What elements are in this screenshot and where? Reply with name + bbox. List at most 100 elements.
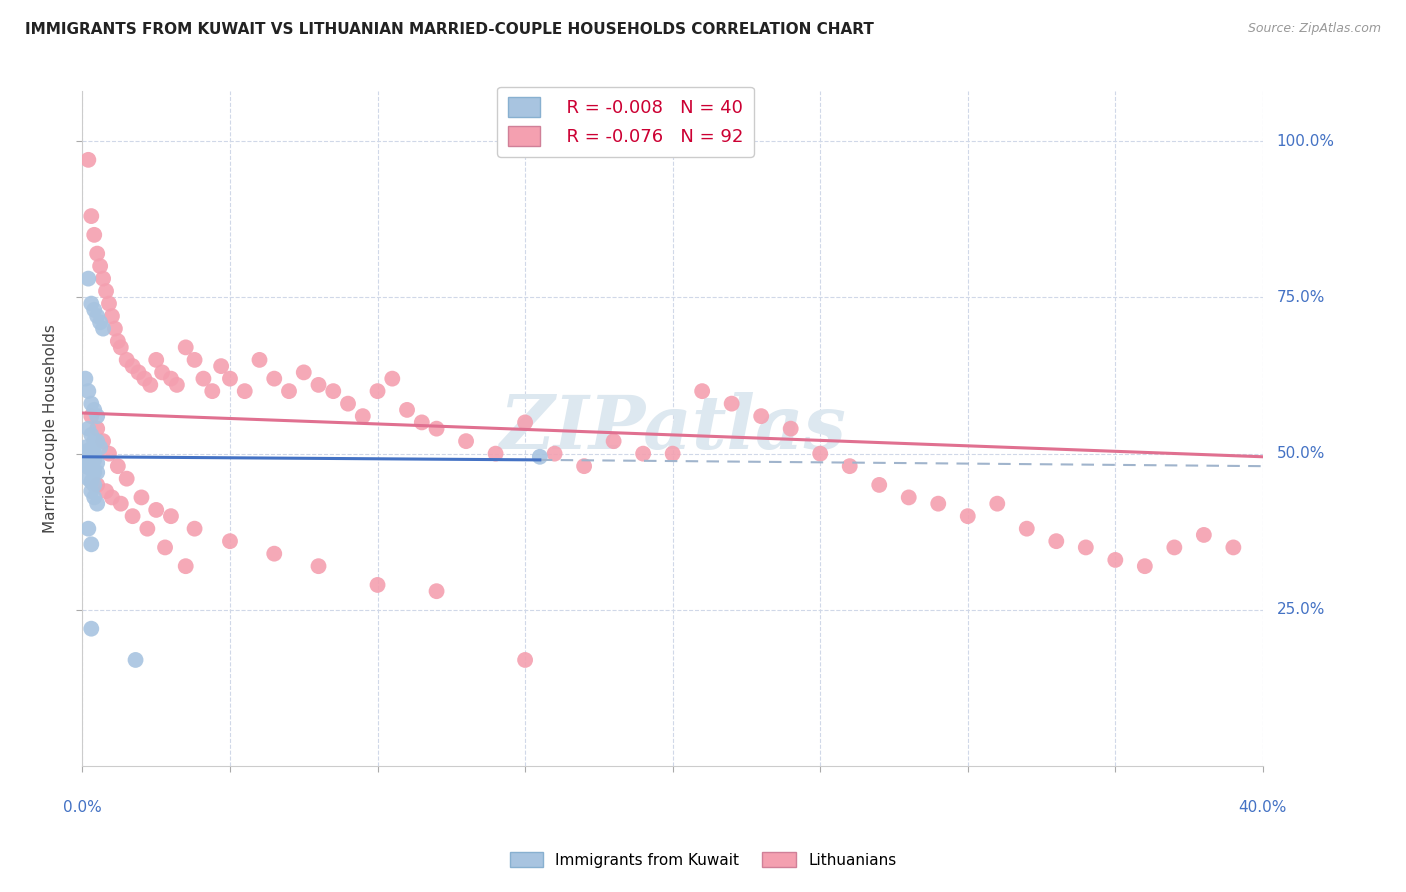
Point xyxy=(174,559,197,574)
Point xyxy=(86,434,108,449)
Point xyxy=(134,371,156,385)
Point xyxy=(94,284,117,298)
Point xyxy=(484,447,506,461)
Point xyxy=(89,259,111,273)
Point xyxy=(174,340,197,354)
Point xyxy=(425,584,447,599)
Point xyxy=(83,453,105,467)
Point xyxy=(101,309,124,323)
Text: Source: ZipAtlas.com: Source: ZipAtlas.com xyxy=(1247,22,1381,36)
Point xyxy=(1133,559,1156,574)
Legend: Immigrants from Kuwait, Lithuanians: Immigrants from Kuwait, Lithuanians xyxy=(503,846,903,873)
Point xyxy=(83,403,105,417)
Text: 100.0%: 100.0% xyxy=(1277,134,1334,149)
Point xyxy=(233,384,256,398)
Point xyxy=(1074,541,1097,555)
Point xyxy=(263,547,285,561)
Point xyxy=(292,365,315,379)
Point xyxy=(808,447,831,461)
Point xyxy=(80,484,103,499)
Point xyxy=(86,497,108,511)
Point xyxy=(98,447,121,461)
Point xyxy=(77,271,100,285)
Point xyxy=(131,491,153,505)
Point xyxy=(572,459,595,474)
Point xyxy=(367,578,389,592)
Point xyxy=(80,397,103,411)
Point xyxy=(1015,522,1038,536)
Point xyxy=(86,246,108,260)
Point xyxy=(690,384,713,398)
Point xyxy=(263,371,285,385)
Point xyxy=(77,384,100,398)
Point xyxy=(89,441,111,455)
Point xyxy=(86,309,108,323)
Point xyxy=(337,397,360,411)
Point xyxy=(77,443,100,458)
Point xyxy=(986,497,1008,511)
Text: ZIPatlas: ZIPatlas xyxy=(499,392,846,465)
Point xyxy=(77,450,100,464)
Point xyxy=(128,365,150,379)
Text: 50.0%: 50.0% xyxy=(1277,446,1324,461)
Point xyxy=(77,422,100,436)
Point xyxy=(1192,528,1215,542)
Text: 25.0%: 25.0% xyxy=(1277,602,1324,617)
Point xyxy=(98,296,121,310)
Text: 75.0%: 75.0% xyxy=(1277,290,1324,305)
Point xyxy=(454,434,477,449)
Point xyxy=(80,209,103,223)
Point xyxy=(1163,541,1185,555)
Point xyxy=(115,352,138,367)
Point xyxy=(1104,553,1126,567)
Point xyxy=(80,475,103,489)
Point xyxy=(1045,534,1067,549)
Point xyxy=(661,447,683,461)
Point xyxy=(631,447,654,461)
Point xyxy=(77,153,100,167)
Point xyxy=(77,522,100,536)
Point xyxy=(80,462,103,476)
Point xyxy=(91,321,114,335)
Point xyxy=(153,541,176,555)
Point xyxy=(779,422,801,436)
Point xyxy=(193,371,215,385)
Point xyxy=(145,352,167,367)
Point xyxy=(80,622,103,636)
Point xyxy=(352,409,374,424)
Point xyxy=(201,384,224,398)
Point xyxy=(89,315,111,329)
Point xyxy=(381,371,404,385)
Text: IMMIGRANTS FROM KUWAIT VS LITHUANIAN MARRIED-COUPLE HOUSEHOLDS CORRELATION CHART: IMMIGRANTS FROM KUWAIT VS LITHUANIAN MAR… xyxy=(25,22,875,37)
Point xyxy=(838,459,860,474)
Point xyxy=(91,271,114,285)
Point xyxy=(107,334,129,348)
Point xyxy=(107,459,129,474)
Point xyxy=(86,478,108,492)
Point xyxy=(602,434,624,449)
Point xyxy=(219,534,242,549)
Point xyxy=(308,559,330,574)
Point xyxy=(86,409,108,424)
Point xyxy=(110,497,132,511)
Point xyxy=(110,340,132,354)
Point xyxy=(83,302,105,317)
Point xyxy=(86,466,108,480)
Point xyxy=(145,503,167,517)
Point xyxy=(83,227,105,242)
Point xyxy=(83,447,105,461)
Point xyxy=(160,371,183,385)
Point xyxy=(86,422,108,436)
Point xyxy=(927,497,949,511)
Point xyxy=(77,472,100,486)
Point xyxy=(278,384,301,398)
Point xyxy=(83,478,105,492)
Point xyxy=(115,472,138,486)
Point xyxy=(956,509,979,524)
Point xyxy=(720,397,742,411)
Point xyxy=(121,509,143,524)
Point xyxy=(121,359,143,373)
Point xyxy=(136,522,159,536)
Point xyxy=(543,447,565,461)
Point xyxy=(209,359,232,373)
